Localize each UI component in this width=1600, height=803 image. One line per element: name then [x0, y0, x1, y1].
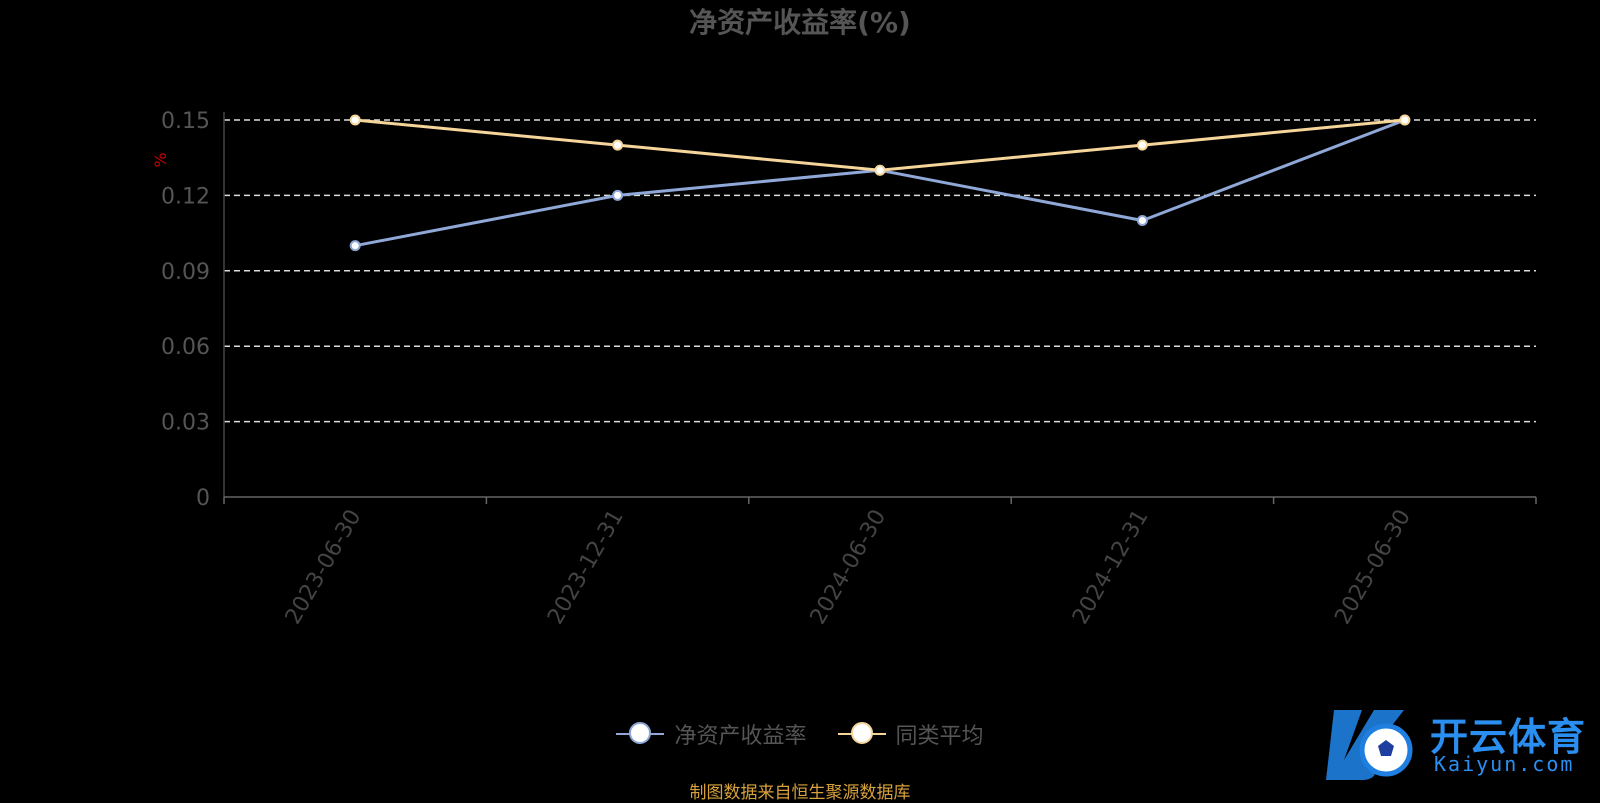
data-point	[874, 164, 886, 176]
x-tick-label: 2023-06-30	[281, 506, 367, 629]
watermark-brand: 开云体育	[1430, 715, 1587, 759]
data-source-note: 制图数据来自恒生聚源数据库	[689, 783, 911, 803]
data-point	[1399, 114, 1411, 126]
legend-label-roe: 净资产收益率	[674, 724, 807, 749]
y-axis-label: %	[151, 152, 170, 167]
legend-label-peer-average: 同类平均	[895, 724, 984, 749]
y-tick-label: 0.15	[161, 109, 210, 134]
x-tick-label: 2025-06-30	[1330, 506, 1416, 629]
watermark-url: Kaiyun.com	[1434, 752, 1575, 776]
axes	[223, 112, 1537, 504]
legend-swatch-peer-average	[837, 722, 886, 746]
series-line-1	[355, 118, 1405, 172]
y-tick-labels: 0 0.03 0.06 0.09 0.12 0.15	[161, 109, 210, 511]
data-point	[349, 114, 361, 126]
legend: 净资产收益率 同类平均	[0, 718, 1600, 752]
y-tick-label: 0.12	[161, 184, 210, 209]
series-line-0	[354, 118, 1406, 248]
x-tick-label: 2024-12-31	[1068, 506, 1154, 629]
data-point	[349, 240, 361, 252]
legend-item-peer-average[interactable]: 同类平均	[837, 718, 984, 750]
chart-title: 净资产收益率(%)	[689, 6, 911, 39]
y-tick-label: 0.06	[161, 335, 210, 360]
watermark-logo: 开云体育 Kaiyun.com	[1314, 700, 1594, 784]
legend-item-roe[interactable]: 净资产收益率	[616, 718, 807, 750]
x-tick-labels: 2023-06-30 2023-12-31 2024-06-30 2024-12-31…	[281, 506, 1416, 629]
data-point	[612, 139, 624, 151]
series-layer	[349, 114, 1411, 252]
y-tick-label: 0.03	[161, 411, 210, 436]
y-tick-label: 0.09	[161, 260, 210, 285]
y-tick-label: 0	[196, 486, 210, 511]
data-point	[1136, 139, 1148, 151]
data-point	[1136, 215, 1148, 227]
x-tick-label: 2024-06-30	[806, 506, 892, 629]
soccer-ball-logo-icon	[1326, 710, 1413, 780]
legend-swatch-roe	[616, 722, 665, 746]
data-point	[612, 189, 624, 201]
x-tick-label: 2023-12-31	[543, 506, 629, 629]
grid-lines	[224, 119, 1536, 423]
